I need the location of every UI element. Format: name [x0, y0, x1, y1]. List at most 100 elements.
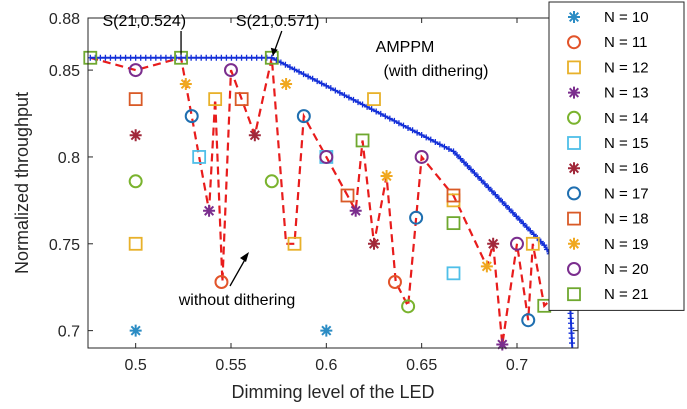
amppm-plus-marker — [243, 54, 250, 61]
amppm-plus-marker — [471, 170, 478, 177]
data-point-n19 — [280, 78, 293, 90]
amppm-plus-marker — [506, 206, 513, 213]
amppm-plus-marker — [309, 75, 316, 82]
amppm-plus-marker — [263, 54, 270, 61]
data-point-n10 — [129, 324, 142, 337]
data-point-n12 — [128, 236, 143, 251]
plot-frame — [88, 18, 578, 348]
legend-label-n10: N = 10 — [604, 9, 649, 26]
data-point-n15 — [192, 150, 207, 164]
amppm-plus-marker — [167, 54, 174, 61]
amppm-plus-marker — [173, 54, 180, 61]
data-point-n20 — [223, 63, 238, 78]
amppm-plus-marker — [178, 54, 185, 61]
amppm-plus-marker — [418, 131, 425, 138]
amppm-plus-marker — [152, 54, 159, 61]
amppm-plus-marker — [92, 54, 99, 61]
amppm-plus-marker — [478, 177, 485, 184]
data-point-n13 — [496, 338, 509, 351]
legend: N = 10 N = 11 N = 12 N = 13 N = 14 N = 15 N = … — [548, 1, 685, 311]
amppm-plus-marker — [296, 68, 303, 75]
legend-marker-n17 — [567, 186, 581, 201]
amppm-plus-marker — [183, 54, 190, 61]
amppm-plus-marker — [300, 71, 307, 78]
amppm-plus-marker — [427, 136, 434, 143]
data-point-n17 — [409, 210, 424, 225]
amppm-plus-marker — [395, 120, 402, 127]
legend-label-n14: N = 14 — [604, 110, 649, 127]
data-point-n13 — [349, 204, 362, 217]
data-point-n16 — [248, 129, 261, 142]
amppm-plus-marker — [355, 99, 362, 106]
amppm-plus-marker — [127, 54, 134, 61]
annotation-amppm: AMPPM — [376, 39, 435, 56]
data-point-n18 — [340, 188, 355, 203]
data-point-n17 — [184, 109, 199, 124]
amppm-plus-marker — [350, 96, 357, 103]
amppm-plus-marker — [485, 184, 492, 191]
amppm-plus-marker — [377, 110, 384, 117]
amppm-plus-marker — [238, 54, 245, 61]
legend-label-n19: N = 19 — [604, 236, 649, 253]
amppm-plus-marker — [520, 220, 527, 227]
amppm-plus-marker — [453, 151, 460, 158]
amppm-plus-marker — [414, 129, 421, 136]
amppm-plus-marker — [162, 54, 169, 61]
amppm-plus-marker — [332, 87, 339, 94]
amppm-plus-marker — [147, 54, 154, 61]
data-point-n11 — [214, 275, 229, 289]
annotations-layer: S(21,0.524) S(21,0.571) AMPPM (with ditheri… — [102, 13, 488, 309]
arrowhead-s21-0571 — [270, 47, 278, 56]
amppm-plus-marker — [291, 66, 298, 73]
data-point-n21 — [446, 216, 461, 231]
legend-marker-n12 — [567, 60, 581, 75]
amppm-plus-marker — [253, 54, 260, 61]
data-point-n16 — [129, 129, 142, 142]
without-dithering-line — [89, 56, 570, 345]
data-point-n15 — [446, 266, 461, 281]
amppm-plus-marker — [282, 61, 289, 68]
amppm-plus-marker — [492, 191, 499, 198]
legend-label-n11: N = 11 — [604, 34, 648, 51]
amppm-plus-marker — [464, 162, 471, 169]
amppm-plus-marker — [142, 54, 149, 61]
amppm-plus-marker — [541, 242, 548, 249]
y-tick-label: 0.8 — [58, 150, 80, 167]
data-point-n12 — [287, 236, 302, 251]
data-point-n10 — [320, 324, 333, 337]
annotation-s21-0571: S(21,0.571) — [236, 13, 320, 30]
x-tick-label: 0.7 — [506, 357, 528, 374]
legend-marker-n18 — [567, 211, 581, 226]
legend-box — [548, 1, 685, 311]
amppm-plus-marker — [450, 148, 457, 155]
data-point-n20 — [319, 149, 334, 164]
legend-label-n13: N = 13 — [604, 85, 649, 102]
legend-marker-n16 — [568, 162, 580, 175]
data-point-n19 — [380, 170, 393, 183]
legend-label-n18: N = 18 — [604, 211, 649, 228]
x-axis-title: Dimming level of the LED — [231, 382, 434, 402]
data-point-n14 — [401, 299, 416, 314]
data-point-n11 — [387, 275, 402, 289]
data-point-n16 — [367, 237, 380, 250]
y-tick-label: 0.85 — [49, 63, 80, 80]
amppm-plus-marker — [203, 54, 210, 61]
amppm-plus-marker — [228, 54, 235, 61]
annotation-with-dithering: (with dithering) — [384, 63, 489, 80]
amppm-plus-marker — [223, 54, 230, 61]
legend-label-n17: N = 17 — [604, 185, 649, 202]
x-tick-label: 0.5 — [125, 357, 147, 374]
data-point-n14 — [264, 174, 279, 189]
amppm-plus-marker — [97, 54, 104, 61]
y-tick-label: 0.75 — [49, 237, 80, 254]
amppm-plus-marker — [112, 54, 119, 61]
legend-label-n20: N = 20 — [604, 261, 649, 278]
amppm-plus-marker — [373, 108, 380, 115]
amppm-plus-marker — [213, 54, 220, 61]
data-point-n20 — [509, 236, 524, 251]
ticks-layer: 0.5 0.55 0.6 0.65 0.7 0.7 0.75 0.8 0.85 0.88 — [49, 11, 578, 374]
data-point-n12 — [525, 236, 540, 251]
amppm-plus-marker — [323, 82, 330, 89]
data-point-n19 — [480, 260, 493, 273]
